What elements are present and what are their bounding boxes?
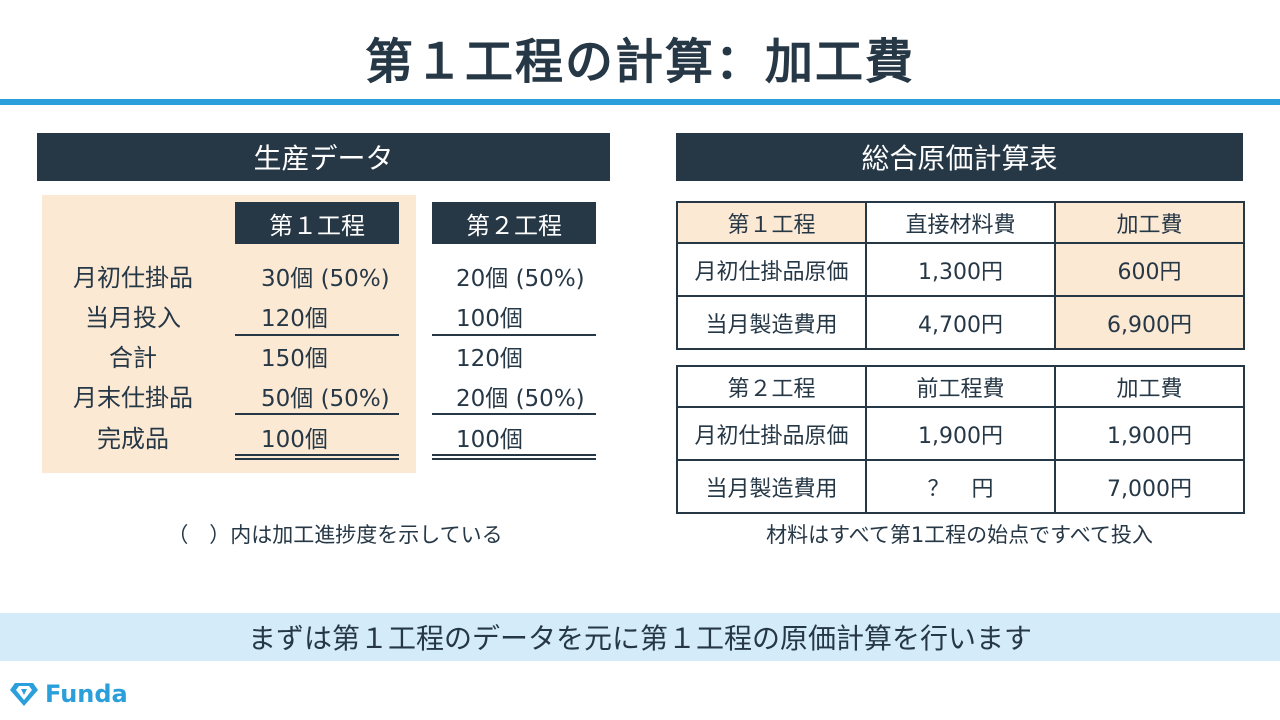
p1-opening-wip: 30個 (50%) — [261, 266, 390, 292]
p1-subtotal-line — [235, 334, 399, 336]
row-label-finished-goods: 完成品 — [97, 425, 169, 453]
p2-difference-line — [432, 413, 596, 415]
p2-finished-goods: 100個 — [456, 427, 523, 453]
opening-wip-cost-label: 月初仕掛品原価 — [676, 242, 867, 297]
direct-material-header: 直接材料費 — [865, 201, 1056, 244]
bottom-banner: まずは第１工程のデータを元に第１工程の原価計算を行います — [0, 613, 1280, 661]
cost-summary-header: 総合原価計算表 — [676, 133, 1243, 181]
row-label-closing-wip: 月末仕掛品 — [73, 384, 193, 412]
p2-opening-wip: 20個 (50%) — [456, 266, 585, 292]
current-manufacturing-cost-label: 当月製造費用 — [676, 295, 867, 350]
row-label-total: 合計 — [109, 344, 157, 372]
process2-column-header: 第２工程 — [432, 202, 596, 244]
row-label-current-input: 当月投入 — [85, 304, 181, 332]
p2-current-prior-cost: ？ 円 — [865, 459, 1056, 514]
process2-cost-table: 第２工程 前工程費 加工費 月初仕掛品原価 1,900円 1,900円 当月製造… — [676, 365, 1245, 514]
p1-total: 150個 — [261, 346, 328, 372]
p2-subtotal-line — [432, 334, 596, 336]
p1-current-material-cost: 4,700円 — [865, 295, 1056, 350]
material-input-note: 材料はすべて第1工程の始点ですべて投入 — [766, 523, 1153, 547]
conversion-cost-header: 加工費 — [1054, 201, 1245, 244]
process1-table-header: 第１工程 — [676, 201, 867, 244]
p2-current-conversion-cost: 7,000円 — [1054, 459, 1245, 514]
process1-cost-table: 第１工程 直接材料費 加工費 月初仕掛品原価 1,300円 600円 当月製造費… — [676, 201, 1245, 350]
p1-finished-goods: 100個 — [261, 427, 328, 453]
diamond-logo-icon — [10, 683, 38, 706]
current-manufacturing-cost-label-2: 当月製造費用 — [676, 459, 867, 514]
p1-current-conversion-cost: 6,900円 — [1054, 295, 1245, 350]
funda-logo: Funda — [9, 680, 128, 708]
p1-opening-conversion-cost: 600円 — [1054, 242, 1245, 297]
progress-note: （ ）内は加工進捗度を示している — [167, 523, 503, 547]
p1-opening-material-cost: 1,300円 — [865, 242, 1056, 297]
logo-text: Funda — [45, 680, 128, 708]
process2-table-header: 第２工程 — [676, 365, 867, 408]
p2-current-input: 100個 — [456, 306, 523, 332]
production-data-header: 生産データ — [37, 133, 610, 181]
p2-total-double-line — [432, 454, 596, 460]
process1-column-header: 第１工程 — [235, 202, 399, 244]
prior-process-cost-header: 前工程費 — [865, 365, 1056, 408]
p2-opening-prior-cost: 1,900円 — [865, 406, 1056, 461]
p1-difference-line — [235, 413, 399, 415]
page-title: 第１工程の計算：加工費 — [364, 34, 915, 90]
p2-total: 120個 — [456, 346, 523, 372]
opening-wip-cost-label-2: 月初仕掛品原価 — [676, 406, 867, 461]
row-label-opening-wip: 月初仕掛品 — [73, 264, 193, 292]
conversion-cost-header-2: 加工費 — [1054, 365, 1245, 408]
p2-closing-wip: 20個 (50%) — [456, 386, 585, 412]
title-divider — [0, 99, 1280, 105]
p1-closing-wip: 50個 (50%) — [261, 386, 390, 412]
p1-current-input: 120個 — [261, 306, 328, 332]
p2-opening-conversion-cost: 1,900円 — [1054, 406, 1245, 461]
p1-total-double-line — [235, 454, 399, 460]
